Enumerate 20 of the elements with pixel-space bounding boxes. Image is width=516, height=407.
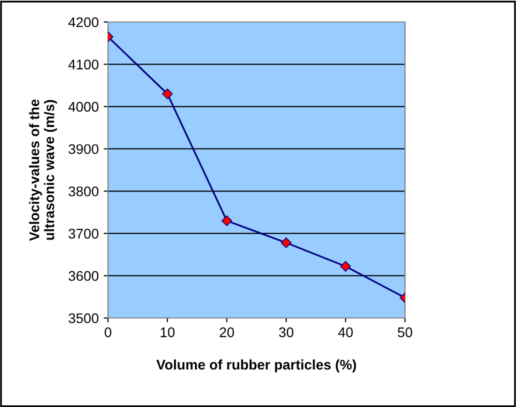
point xyxy=(221,215,232,226)
y-tick-label: 3800 xyxy=(68,186,98,196)
y-tick-label: 4000 xyxy=(68,102,98,112)
x-tick-label: 0 xyxy=(104,327,112,338)
point xyxy=(280,237,292,248)
y-tick-label: 3900 xyxy=(68,144,98,154)
y-tick-label: 3600 xyxy=(68,271,98,281)
y-tick-label: 4200 xyxy=(68,17,98,28)
point xyxy=(162,88,173,100)
y-tick-label: 4100 xyxy=(68,60,98,70)
x-tick-label: 50 xyxy=(398,327,412,338)
x-tick-label: 30 xyxy=(279,327,294,338)
y-axis-title: Velocity-values of the ultrasonic wave (m/s) xyxy=(29,99,57,241)
y-tick-label: 3500 xyxy=(68,313,98,324)
x-tick-label: 20 xyxy=(220,327,234,338)
x-axis-title: Volume of rubber particles (%) xyxy=(156,359,356,372)
x-tick-label: 40 xyxy=(338,327,353,338)
x-tick-label: 10 xyxy=(160,327,175,338)
point xyxy=(340,261,351,272)
y-tick-label: 3700 xyxy=(68,228,98,239)
